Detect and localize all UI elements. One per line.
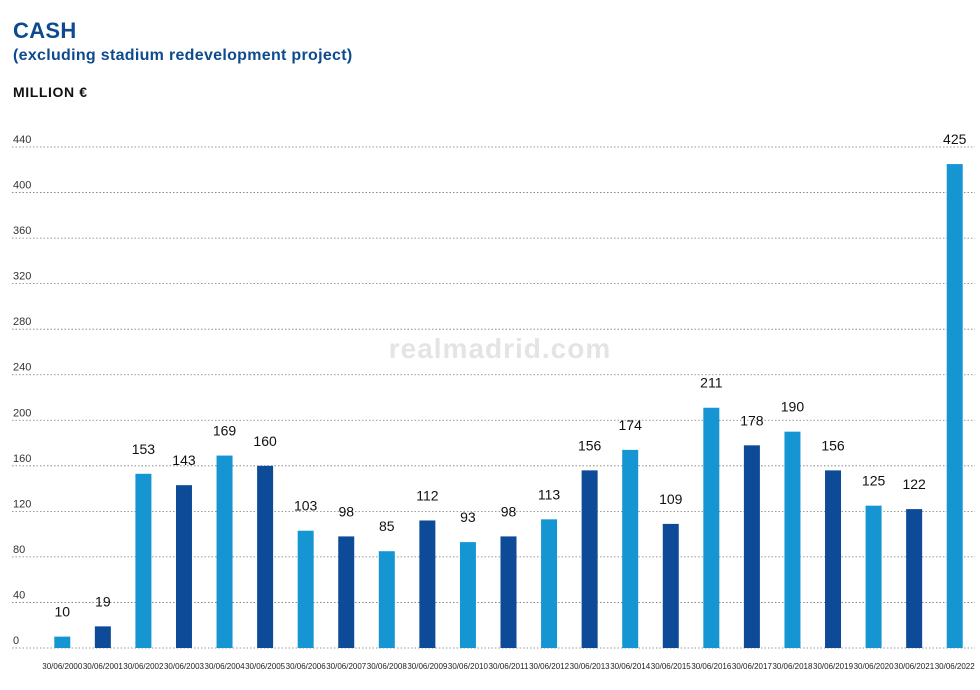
data-label: 169: [213, 423, 237, 439]
x-tick-label: 30/06/2002: [123, 661, 163, 671]
data-label: 93: [460, 509, 476, 525]
data-label: 85: [379, 518, 395, 534]
y-tick-label: 320: [13, 271, 31, 283]
x-tick-label: 30/06/2014: [610, 661, 650, 671]
x-tick-label: 30/06/2000: [42, 661, 82, 671]
bar: [541, 519, 558, 648]
x-tick-label: 30/06/2011: [489, 661, 529, 671]
data-label: 178: [740, 412, 764, 428]
bar: [297, 530, 314, 648]
watermark: realmadrid.com: [388, 333, 612, 364]
y-tick-label: 200: [13, 407, 31, 419]
x-tick-label: 30/06/2015: [651, 661, 691, 671]
x-tick-label: 30/06/2022: [935, 661, 975, 671]
data-label: 125: [862, 473, 886, 489]
data-label: 122: [902, 476, 926, 492]
data-label: 98: [338, 503, 354, 519]
data-label: 113: [538, 486, 561, 502]
bar: [784, 431, 801, 648]
x-tick-label: 30/06/2006: [286, 661, 326, 671]
bar: [946, 164, 963, 649]
bar: [94, 626, 111, 648]
unit-label: MILLION €: [13, 84, 88, 100]
bar: [743, 445, 760, 648]
data-labels: 10 19 153 143 169 160 103 98 85 112 93 98 113 156 174 1…: [54, 131, 966, 620]
data-label: 103: [294, 498, 318, 514]
y-tick-label: 160: [13, 453, 31, 465]
data-label: 19: [95, 593, 111, 609]
x-tick-label: 30/06/2007: [326, 661, 366, 671]
bar: [175, 485, 192, 648]
chart-subtitle: (excluding stadium redevelopment project…: [13, 47, 353, 64]
bar: [378, 551, 395, 648]
x-tick-label: 30/06/2021: [894, 661, 934, 671]
x-tick-label: 30/06/2009: [407, 661, 447, 671]
bar: [865, 505, 882, 648]
x-tick-label: 30/06/2004: [205, 661, 245, 671]
x-tick-label: 30/06/2003: [164, 661, 204, 671]
data-label: 156: [821, 437, 845, 453]
bars: [54, 164, 963, 649]
x-tick-label: 30/06/2017: [732, 661, 772, 671]
bar: [906, 509, 923, 648]
bar: [662, 523, 679, 648]
bar: [338, 536, 355, 648]
bar: [825, 470, 842, 648]
bar: [257, 465, 274, 648]
bar: [135, 473, 152, 648]
data-label: 98: [501, 503, 517, 519]
data-label: 425: [943, 131, 967, 147]
x-tick-label: 30/06/2018: [772, 661, 812, 671]
data-label: 109: [659, 491, 683, 507]
data-label: 112: [416, 487, 439, 503]
y-tick-label: 120: [13, 498, 31, 510]
gridlines: [12, 146, 975, 649]
y-tick-label: 280: [13, 316, 31, 328]
data-label: 211: [700, 375, 723, 391]
data-label: 156: [578, 437, 602, 453]
bar: [581, 470, 598, 648]
x-tick-label: 30/06/2001: [83, 661, 123, 671]
bar: [500, 536, 517, 648]
x-tick-label: 30/06/2016: [691, 661, 731, 671]
y-axis: 0 40 80 120 160 200 240 280 320 360 400 440: [13, 134, 31, 647]
bar: [622, 449, 639, 648]
data-label: 10: [54, 604, 70, 620]
data-label: 153: [132, 441, 156, 457]
bar: [216, 455, 233, 648]
x-tick-label: 30/06/2012: [529, 661, 569, 671]
y-tick-label: 240: [13, 362, 31, 374]
bar: [703, 407, 720, 648]
y-tick-label: 0: [13, 635, 19, 647]
bar: [459, 542, 476, 648]
x-tick-label: 30/06/2005: [245, 661, 285, 671]
x-tick-label: 30/06/2008: [367, 661, 407, 671]
y-tick-label: 440: [13, 134, 31, 146]
data-label: 143: [172, 452, 196, 468]
x-tick-label: 30/06/2019: [813, 661, 853, 671]
data-label: 190: [781, 399, 805, 415]
y-tick-label: 360: [13, 225, 31, 237]
data-label: 160: [253, 433, 277, 449]
x-tick-label: 30/06/2013: [570, 661, 610, 671]
x-tick-label: 30/06/2010: [448, 661, 488, 671]
x-tick-label: 30/06/2020: [854, 661, 894, 671]
x-axis: 30/06/2000 30/06/2001 30/06/2002 30/06/2003…: [42, 661, 975, 671]
bar: [419, 520, 436, 648]
y-tick-label: 40: [13, 589, 25, 601]
bar: [54, 636, 71, 648]
y-tick-label: 80: [13, 544, 25, 556]
chart-title: CASH: [13, 18, 77, 43]
data-label: 174: [619, 417, 643, 433]
y-tick-label: 400: [13, 180, 31, 192]
